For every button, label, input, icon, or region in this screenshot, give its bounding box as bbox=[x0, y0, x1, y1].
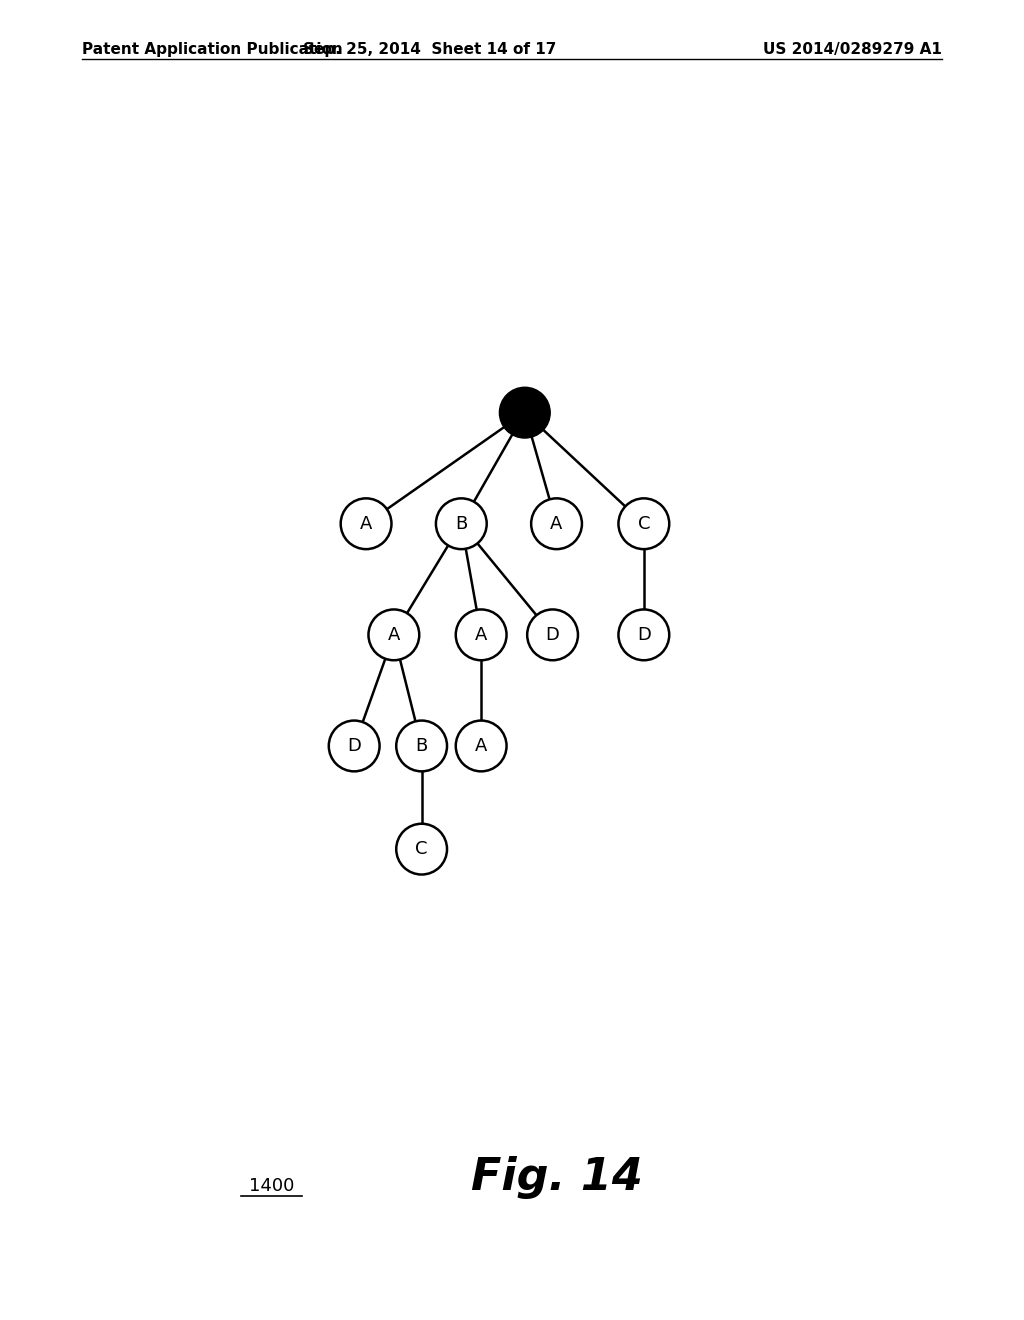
Text: US 2014/0289279 A1: US 2014/0289279 A1 bbox=[763, 42, 942, 57]
Circle shape bbox=[527, 610, 578, 660]
Circle shape bbox=[531, 499, 582, 549]
Text: C: C bbox=[638, 515, 650, 533]
Text: A: A bbox=[475, 737, 487, 755]
Circle shape bbox=[618, 499, 670, 549]
Text: 1400: 1400 bbox=[249, 1176, 294, 1195]
Text: A: A bbox=[550, 515, 563, 533]
Circle shape bbox=[500, 387, 550, 438]
Circle shape bbox=[396, 721, 447, 771]
Circle shape bbox=[341, 499, 391, 549]
Text: A: A bbox=[359, 515, 373, 533]
Text: D: D bbox=[546, 626, 559, 644]
Circle shape bbox=[436, 499, 486, 549]
Circle shape bbox=[329, 721, 380, 771]
Circle shape bbox=[369, 610, 419, 660]
Text: D: D bbox=[347, 737, 361, 755]
Circle shape bbox=[618, 610, 670, 660]
Circle shape bbox=[456, 610, 507, 660]
Text: C: C bbox=[416, 840, 428, 858]
Text: B: B bbox=[416, 737, 428, 755]
Text: D: D bbox=[637, 626, 651, 644]
Text: B: B bbox=[456, 515, 467, 533]
Text: Sep. 25, 2014  Sheet 14 of 17: Sep. 25, 2014 Sheet 14 of 17 bbox=[303, 42, 557, 57]
Text: A: A bbox=[388, 626, 400, 644]
Text: A: A bbox=[475, 626, 487, 644]
Circle shape bbox=[396, 824, 447, 875]
Circle shape bbox=[456, 721, 507, 771]
Text: Fig. 14: Fig. 14 bbox=[471, 1155, 643, 1199]
Text: Patent Application Publication: Patent Application Publication bbox=[82, 42, 343, 57]
